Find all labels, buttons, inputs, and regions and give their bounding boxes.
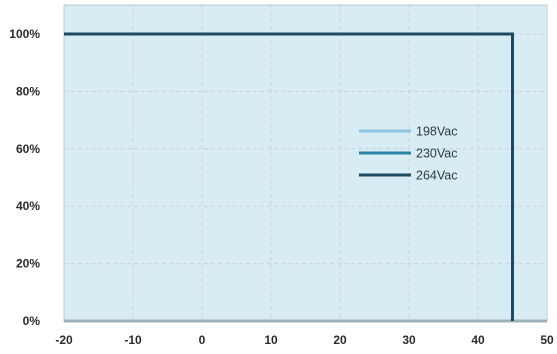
y-tick-label: 40% [16,199,40,213]
x-tick-label: -10 [124,333,142,347]
y-tick-label: 20% [16,257,40,271]
legend-label: 198Vac [416,125,457,139]
legend-label: 264Vac [416,169,457,183]
x-tick-label: 40 [471,333,485,347]
x-tick-label: 20 [333,333,347,347]
x-tick-label: 30 [402,333,416,347]
x-tick-label: 10 [264,333,278,347]
series-line-264vac [64,32,514,321]
tick-labels: -20 -10 0 10 20 30 40 50 0% 20% 40% 60% 80% 100% [9,27,554,347]
plot-area [63,4,548,322]
x-tick-label: 0 [199,333,206,347]
x-tick-label: 50 [540,333,554,347]
series-lines [64,32,514,321]
y-tick-label: 60% [16,142,40,156]
x-tick-label: -20 [55,333,73,347]
y-tick-label: 0% [23,314,41,328]
y-tick-label: 100% [9,27,40,41]
y-tick-label: 80% [16,84,40,98]
legend-label: 230Vac [416,147,457,161]
legend: 198Vac 230Vac 264Vac [359,125,457,183]
